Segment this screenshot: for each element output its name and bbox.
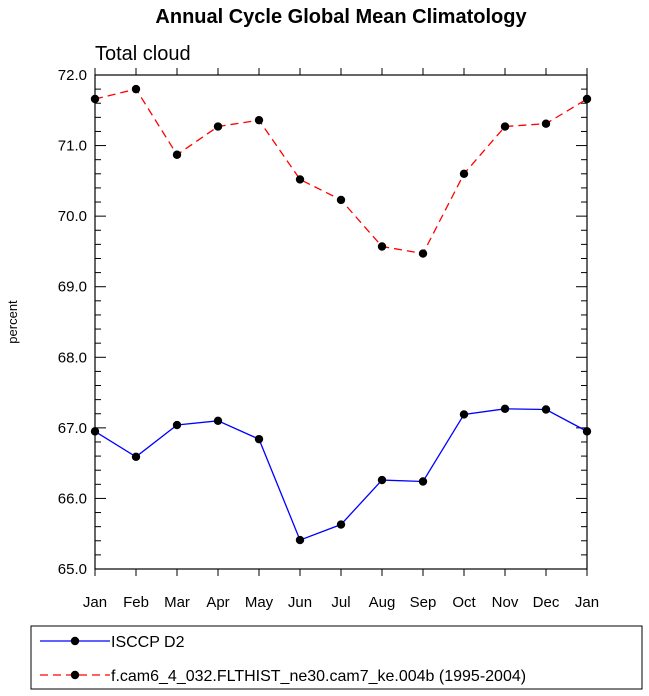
data-point <box>254 115 264 125</box>
y-tick-label: 71.0 <box>58 138 87 155</box>
data-point <box>131 452 141 461</box>
x-tick-label: Aug <box>369 594 396 611</box>
data-point <box>500 404 510 414</box>
series-line <box>94 88 588 255</box>
plot-frame <box>94 74 588 570</box>
y-tick-label: 67.0 <box>58 420 87 437</box>
y-tick-label: 66.0 <box>58 490 87 507</box>
data-point <box>172 150 182 159</box>
legend-label-model: f.cam6_4_032.FLTHIST_ne30.cam7_ke.004b (… <box>111 668 526 685</box>
y-axis-label: percent <box>5 300 20 344</box>
data-point <box>131 84 141 94</box>
data-point <box>295 535 305 545</box>
legend-label-isccp: ISCCP D2 <box>111 634 185 651</box>
series-layer <box>90 84 592 545</box>
y-tick-label: 68.0 <box>58 349 87 366</box>
x-tick-label: Jan <box>575 594 599 611</box>
data-point <box>541 405 551 414</box>
data-point <box>500 122 510 131</box>
x-tick-label: Jan <box>83 594 107 611</box>
data-point <box>459 410 469 419</box>
data-point <box>295 175 305 184</box>
x-tick-label: Sep <box>410 594 437 611</box>
data-point <box>172 420 182 430</box>
x-tick-label: Feb <box>123 594 149 611</box>
x-tick-label: Mar <box>164 594 190 611</box>
x-tick-label: Nov <box>492 594 519 611</box>
chart-subtitle: Total cloud <box>95 43 191 65</box>
y-tick-label: 70.0 <box>58 208 87 225</box>
axis-ticks <box>94 68 588 576</box>
data-point <box>336 520 346 529</box>
x-tick-label: Oct <box>452 594 476 611</box>
legend-box <box>30 625 643 690</box>
legend-marker-model <box>70 670 80 680</box>
y-tick-labels: 65.0 66.0 67.0 68.0 69.0 70.0 71.0 72.0 <box>58 67 87 578</box>
data-point <box>418 249 428 258</box>
y-tick-label: 69.0 <box>58 279 87 296</box>
data-point <box>254 434 264 444</box>
chart-title: Annual Cycle Global Mean Climatology <box>155 6 527 28</box>
data-point <box>213 416 223 425</box>
data-point <box>377 242 387 251</box>
legend-marker-isccp <box>70 636 80 646</box>
legend: ISCCP D2 f.cam6_4_032.FLTHIST_ne30.cam7_… <box>30 625 643 690</box>
data-point <box>418 477 428 486</box>
x-tick-label: May <box>245 594 274 611</box>
data-point <box>377 475 387 485</box>
x-tick-labels: Jan Feb Mar Apr May Jun Jul Aug Sep Oct Nov Dec Jan <box>83 594 599 611</box>
y-tick-label: 72.0 <box>58 67 87 84</box>
y-tick-label: 65.0 <box>58 561 87 578</box>
x-tick-label: Apr <box>206 594 229 611</box>
data-point <box>336 195 346 205</box>
data-point <box>459 169 469 178</box>
x-tick-label: Jun <box>288 594 312 611</box>
x-tick-label: Jul <box>331 594 350 611</box>
data-point <box>213 122 223 131</box>
data-point <box>541 119 551 128</box>
x-tick-label: Dec <box>533 594 560 611</box>
